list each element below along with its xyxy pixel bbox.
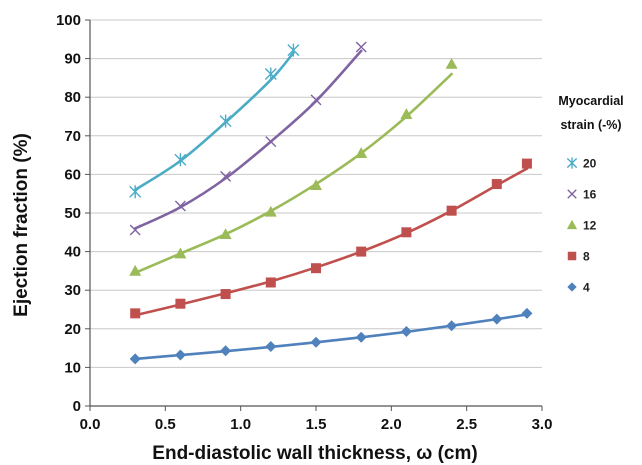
marker-strain-4-9 bbox=[521, 307, 533, 319]
marker-strain-8-6 bbox=[401, 227, 412, 238]
marker-strain-4-4 bbox=[310, 336, 322, 348]
marker-strain-12-0 bbox=[129, 264, 142, 276]
x-tick-label-0.0: 0.0 bbox=[80, 416, 101, 433]
marker-strain-12-7 bbox=[445, 58, 458, 69]
marker-strain-12-4 bbox=[310, 179, 322, 191]
y-tick-label-30: 30 bbox=[64, 282, 81, 299]
marker-strain-12-3 bbox=[264, 205, 277, 217]
marker-strain-8-3 bbox=[265, 277, 276, 288]
y-tick-label-10: 10 bbox=[64, 359, 81, 376]
marker-strain-16-4 bbox=[310, 94, 322, 106]
marker-strain-16-2 bbox=[220, 170, 232, 182]
marker-strain-16-3 bbox=[265, 136, 277, 148]
axes bbox=[85, 19, 543, 411]
marker-strain-4-5 bbox=[355, 331, 367, 343]
fit-line-strain-12 bbox=[133, 72, 453, 275]
marker-strain-20-2 bbox=[219, 114, 232, 128]
marker-strain-20-0 bbox=[129, 185, 142, 199]
marker-strain-20-3 bbox=[264, 67, 277, 81]
legend-marker-12 bbox=[566, 219, 578, 230]
y-tick-label-0: 0 bbox=[73, 398, 81, 415]
y-tick-label-80: 80 bbox=[64, 89, 81, 106]
marker-strain-4-8 bbox=[491, 313, 503, 325]
marker-strain-4-6 bbox=[400, 326, 412, 338]
legend-items: 20 16 12 8 4 bbox=[566, 157, 597, 295]
marker-strain-12-2 bbox=[219, 228, 232, 240]
legend: Myocardial strain (-%) 20 16 12 8 4 bbox=[558, 94, 623, 295]
fit-line-strain-4 bbox=[133, 313, 529, 361]
marker-strain-8-1 bbox=[175, 298, 186, 309]
y-tick-label-100: 100 bbox=[56, 12, 81, 29]
x-axis-title: End-diastolic wall thickness, ω (cm) bbox=[152, 443, 477, 464]
legend-title-line-2: strain (-%) bbox=[560, 118, 621, 132]
tick-labels: 0 10 20 30 40 50 60 70 80 90 100 0.0 0.5 1.0 1.5 2.0 2.5… bbox=[56, 12, 552, 433]
legend-title-line-1: Myocardial bbox=[558, 94, 623, 108]
fit-line-strain-8 bbox=[133, 167, 529, 317]
legend-marker-8 bbox=[567, 251, 577, 261]
marker-strain-4-0 bbox=[129, 353, 141, 365]
marker-strain-8-0 bbox=[130, 308, 141, 319]
x-tick-label-1.0: 1.0 bbox=[230, 416, 251, 433]
marker-strain-4-7 bbox=[446, 320, 458, 332]
y-tick-label-90: 90 bbox=[64, 51, 81, 68]
legend-label-8: 8 bbox=[583, 250, 590, 264]
marker-strain-8-4 bbox=[311, 263, 321, 274]
marker-strain-8-8 bbox=[491, 179, 502, 190]
marker-strain-8-7 bbox=[446, 205, 457, 216]
legend-marker-4 bbox=[567, 282, 577, 292]
marker-strain-12-1 bbox=[174, 247, 187, 259]
marker-strain-4-1 bbox=[174, 349, 186, 361]
marker-strain-16-0 bbox=[129, 224, 141, 236]
marker-strain-4-3 bbox=[265, 341, 277, 353]
x-tick-label-1.5: 1.5 bbox=[306, 416, 327, 433]
marker-strain-8-5 bbox=[356, 246, 367, 257]
y-tick-label-50: 50 bbox=[64, 205, 81, 222]
y-tick-label-60: 60 bbox=[64, 166, 81, 183]
legend-label-4: 4 bbox=[583, 281, 590, 295]
y-axis-title: Ejection fraction (%) bbox=[11, 133, 32, 317]
marker-strain-12-5 bbox=[355, 147, 368, 158]
marker-strain-16-1 bbox=[174, 200, 186, 212]
marker-strain-16-5 bbox=[355, 41, 367, 53]
marker-strain-8-2 bbox=[220, 289, 231, 300]
legend-label-16: 16 bbox=[583, 188, 597, 202]
x-tick-label-3.0: 3.0 bbox=[532, 416, 553, 433]
marker-strain-20-4 bbox=[287, 43, 300, 57]
marker-strain-4-2 bbox=[220, 345, 232, 357]
x-tick-label-2.0: 2.0 bbox=[381, 416, 402, 433]
series-markers bbox=[129, 41, 533, 365]
fit-line-strain-16 bbox=[133, 49, 363, 230]
legend-label-12: 12 bbox=[583, 219, 597, 233]
marker-strain-20-1 bbox=[174, 153, 187, 167]
marker-strain-8-9 bbox=[521, 158, 532, 169]
legend-marker-16 bbox=[567, 189, 577, 199]
y-tick-label-20: 20 bbox=[64, 321, 81, 338]
x-tick-label-0.5: 0.5 bbox=[155, 416, 176, 433]
grid-lines bbox=[90, 19, 542, 368]
marker-strain-12-6 bbox=[400, 108, 413, 119]
y-tick-label-40: 40 bbox=[64, 244, 81, 261]
legend-marker-20 bbox=[566, 157, 578, 169]
y-tick-label-70: 70 bbox=[64, 128, 81, 145]
x-tick-label-2.5: 2.5 bbox=[456, 416, 477, 433]
legend-label-20: 20 bbox=[583, 157, 597, 171]
